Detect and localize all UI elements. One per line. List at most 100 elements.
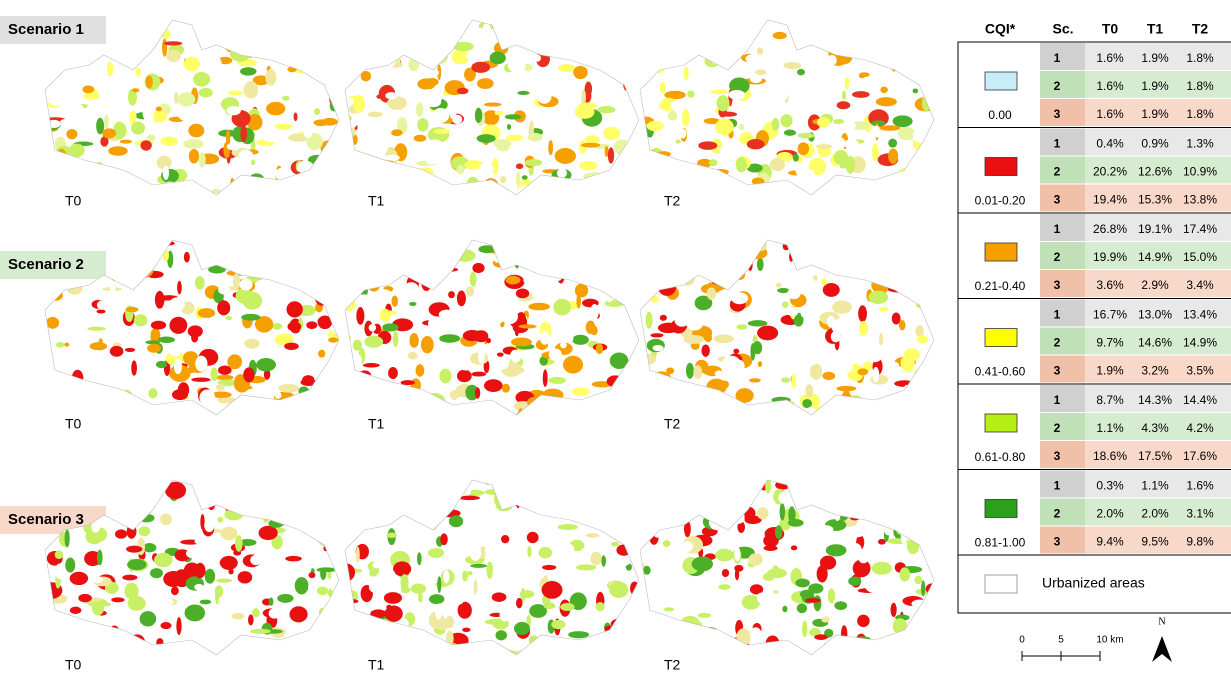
- land-patch: [490, 651, 498, 657]
- map-time-label: T0: [65, 416, 82, 432]
- land-patch: [631, 493, 641, 504]
- urban-patch: [195, 356, 207, 372]
- land-patch: [852, 91, 870, 98]
- urban-patch: [731, 292, 748, 304]
- urban-patch: [788, 288, 801, 300]
- land-patch: [907, 538, 919, 554]
- share-value: 15.0%: [1183, 250, 1217, 264]
- map-time-label: T0: [65, 193, 82, 209]
- land-patch: [128, 596, 146, 611]
- land-patch: [457, 291, 466, 307]
- land-patch: [184, 194, 189, 204]
- land-patch: [552, 254, 573, 259]
- land-patch: [240, 67, 256, 76]
- urban-patch: [557, 168, 567, 178]
- land-patch: [905, 51, 912, 67]
- land-patch: [708, 409, 725, 416]
- land-patch: [248, 614, 254, 625]
- urban-patch: [667, 49, 680, 61]
- class-swatch: [985, 243, 1017, 261]
- land-patch: [183, 139, 203, 149]
- land-patch: [55, 396, 73, 413]
- land-patch: [916, 55, 930, 59]
- land-patch: [127, 524, 137, 539]
- urban-patch: [132, 402, 142, 417]
- land-patch: [916, 638, 928, 645]
- map-time-label: T1: [368, 193, 385, 209]
- land-patch: [588, 263, 603, 274]
- land-patch: [384, 159, 395, 175]
- land-patch: [344, 560, 348, 574]
- land-patch: [922, 519, 932, 536]
- land-patch: [805, 598, 820, 603]
- land-patch: [736, 628, 750, 646]
- urban-patch: [878, 388, 890, 403]
- land-patch: [382, 311, 398, 315]
- land-patch: [516, 598, 522, 608]
- land-patch: [896, 636, 905, 653]
- land-patch: [715, 44, 736, 55]
- urban-patch: [159, 598, 173, 607]
- land-patch: [551, 266, 571, 272]
- land-patch: [138, 526, 150, 536]
- land-patch: [527, 546, 531, 557]
- land-patch: [425, 193, 432, 201]
- sc-bg: [1040, 214, 1085, 241]
- urban-patch: [193, 642, 204, 652]
- land-patch: [646, 312, 653, 329]
- land-patch: [107, 266, 112, 278]
- land-patch: [660, 25, 670, 32]
- land-patch: [484, 102, 502, 106]
- share-value: 1.6%: [1186, 479, 1214, 493]
- land-patch: [200, 600, 212, 605]
- land-patch: [581, 645, 593, 654]
- land-patch: [900, 274, 905, 290]
- land-patch: [832, 43, 844, 52]
- urban-patch: [762, 404, 769, 413]
- map-time-label: T0: [65, 657, 82, 673]
- land-patch: [134, 314, 148, 326]
- land-patch: [408, 58, 419, 71]
- land-patch: [364, 336, 383, 348]
- urban-patch: [178, 109, 190, 121]
- land-patch: [277, 594, 293, 603]
- urban-patch: [228, 30, 237, 43]
- urban-patch: [505, 550, 512, 565]
- share-value: 3.1%: [1186, 507, 1214, 521]
- land-patch: [596, 653, 610, 667]
- land-patch: [516, 163, 524, 169]
- land-patch: [292, 639, 304, 649]
- urban-patch: [82, 169, 90, 179]
- urban-patch: [652, 345, 663, 351]
- land-patch: [571, 240, 582, 248]
- land-patch: [419, 398, 430, 403]
- land-patch: [389, 631, 398, 646]
- land-patch: [104, 114, 109, 129]
- land-patch: [262, 640, 272, 648]
- class-swatch: [985, 500, 1017, 518]
- urban-patch: [306, 279, 316, 292]
- land-patch: [90, 498, 106, 502]
- land-patch: [757, 507, 769, 519]
- urban-patch: [140, 410, 154, 418]
- urban-patch: [151, 529, 165, 540]
- land-patch: [783, 62, 801, 69]
- land-patch: [668, 111, 678, 121]
- land-patch: [87, 327, 105, 331]
- land-patch: [651, 296, 659, 303]
- land-patch: [676, 248, 684, 257]
- share-value: 10.9%: [1183, 165, 1217, 179]
- land-patch: [920, 384, 937, 393]
- share-value: 13.8%: [1183, 193, 1217, 207]
- urban-patch: [443, 570, 449, 583]
- land-patch: [304, 282, 322, 289]
- land-patch: [596, 602, 605, 611]
- land-patch: [907, 256, 924, 265]
- land-patch: [585, 82, 592, 96]
- land-patch: [834, 601, 847, 610]
- land-patch: [356, 547, 360, 564]
- land-patch: [437, 576, 441, 593]
- urban-patch: [509, 607, 520, 615]
- urban-patch: [728, 90, 745, 100]
- land-patch: [226, 316, 232, 320]
